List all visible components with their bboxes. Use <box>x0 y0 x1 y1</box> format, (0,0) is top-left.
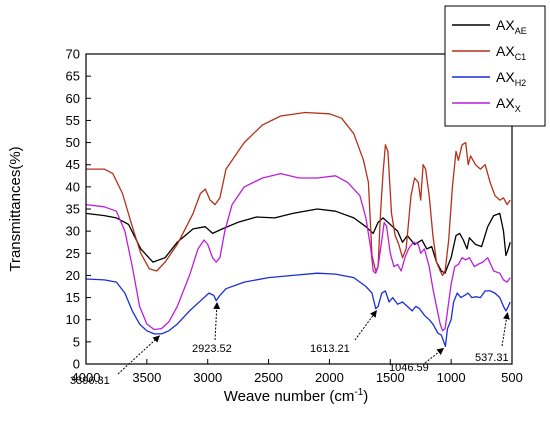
annotation-arrow <box>501 312 510 347</box>
legend-label-sub: X <box>515 104 521 114</box>
x-axis-title-text: Weave number <box>224 388 325 405</box>
annotation-arrow <box>117 335 160 375</box>
annotation-label: 2923.52 <box>192 343 232 355</box>
x-tick-label: 2500 <box>254 370 283 385</box>
legend-label: AXH2 <box>496 69 526 88</box>
y-tick-label: 65 <box>66 69 80 84</box>
x-tick-label: 3000 <box>193 370 222 385</box>
x-tick-label: 500 <box>501 370 523 385</box>
annotation-arrow <box>354 310 377 341</box>
x-tick-label: 3500 <box>132 370 161 385</box>
y-tick-label: 45 <box>66 157 80 172</box>
legend-label-main: AX <box>496 95 515 111</box>
annotation-label: 1046.59 <box>389 362 429 374</box>
y-tick-label: 50 <box>66 135 80 150</box>
y-tick-label: 60 <box>66 91 80 106</box>
x-axis-unit-exp: -1 <box>354 387 363 398</box>
series-line-ax-c1 <box>86 111 511 277</box>
legend-label: AXAE <box>496 17 527 36</box>
annotation-label: 1613.21 <box>310 343 350 355</box>
legend-label: AXX <box>496 95 521 114</box>
x-axis-unit-base: cm <box>334 388 354 405</box>
y-tick-label: 70 <box>66 47 80 62</box>
series-layer <box>85 111 511 347</box>
annotation-arrow <box>424 347 445 364</box>
y-tick-label: 40 <box>66 179 80 194</box>
y-tick-label: 25 <box>66 246 80 261</box>
legend-label-sub: H2 <box>515 78 527 88</box>
y-tick-label: 55 <box>66 113 80 128</box>
y-tick-label: 0 <box>73 357 80 372</box>
legend-label-main: AX <box>496 17 515 33</box>
y-tick-label: 5 <box>73 334 80 349</box>
series-line-ax-h2 <box>85 272 511 347</box>
x-tick-label: 2000 <box>315 370 344 385</box>
x-axis-unit-close: ) <box>363 388 368 405</box>
annotation-label: 3396.31 <box>70 375 110 387</box>
x-tick-label: 1500 <box>376 370 405 385</box>
x-tick-label: 4000 <box>72 370 101 385</box>
axes-group: 4000 3500 3000 2500 2000 1500 1000 500 0 5 10 15 20 2… <box>66 47 523 386</box>
y-tick-label: 20 <box>66 268 80 283</box>
y-tick-label: 15 <box>66 290 80 305</box>
x-axis-unit-open: ( <box>325 388 334 405</box>
y-axis-title: Transmittances(%) <box>7 146 24 271</box>
legend-label-sub: AE <box>515 26 527 36</box>
legend-label-main: AX <box>496 43 515 59</box>
series-line-ax-ae <box>85 208 511 274</box>
annotation-label: 537.31 <box>475 352 509 364</box>
plot-frame <box>85 53 513 365</box>
y-tick-label: 35 <box>66 202 80 217</box>
x-tick-label: 1000 <box>437 370 466 385</box>
annotation-arrow <box>213 301 221 341</box>
series-line-ax-x <box>85 172 511 332</box>
annotation-layer: 3396.31 2923.52 1613.21 1046.59 537.31 <box>70 301 510 387</box>
y-tick-label: 30 <box>66 224 80 239</box>
legend-label: AXC1 <box>496 43 526 62</box>
x-axis-title: Weave number (cm-1) <box>224 387 369 405</box>
legend-label-sub: C1 <box>515 52 527 62</box>
legend-box <box>444 5 546 127</box>
legend-label-main: AX <box>496 69 515 85</box>
y-tick-label: 10 <box>66 312 80 327</box>
